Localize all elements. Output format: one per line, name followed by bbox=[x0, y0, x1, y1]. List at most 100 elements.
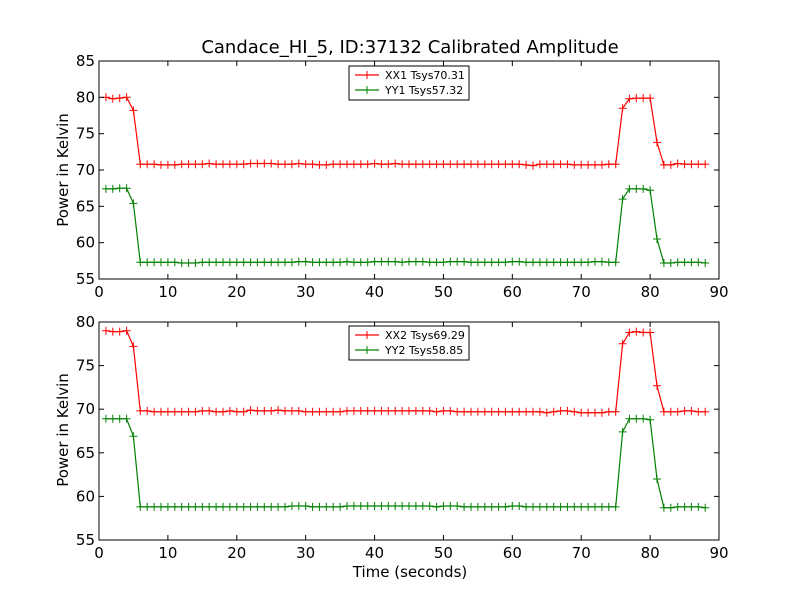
data-point-bottom-1 bbox=[108, 327, 117, 336]
data-point-bottom-1 bbox=[191, 407, 200, 416]
data-point-bottom-2 bbox=[122, 414, 131, 423]
data-point-bottom-2 bbox=[494, 502, 503, 511]
data-point-bottom-2 bbox=[370, 502, 379, 510]
data-point-bottom-1 bbox=[253, 406, 262, 415]
data-point-bottom-2 bbox=[274, 502, 283, 511]
data-point-bottom-1 bbox=[673, 407, 682, 416]
data-point-top-1 bbox=[115, 94, 124, 103]
data-point-top-1 bbox=[425, 160, 434, 169]
y-tick-label-top: 85 bbox=[76, 52, 95, 70]
data-point-bottom-2 bbox=[377, 502, 386, 510]
x-tick-label-bottom: 90 bbox=[709, 544, 728, 562]
data-point-bottom-2 bbox=[129, 432, 138, 441]
legend-marker-top-2 bbox=[363, 86, 371, 94]
x-tick-label-bottom: 40 bbox=[365, 544, 384, 562]
data-point-bottom-1 bbox=[522, 407, 531, 416]
data-point-top-2 bbox=[315, 258, 324, 267]
data-point-bottom-1 bbox=[315, 407, 324, 416]
y-tick-label-bottom: 75 bbox=[76, 357, 95, 375]
data-point-bottom-1 bbox=[115, 327, 124, 336]
data-point-top-2 bbox=[535, 258, 544, 267]
data-point-top-1 bbox=[136, 160, 145, 169]
data-point-bottom-2 bbox=[184, 502, 193, 511]
data-point-top-2 bbox=[129, 199, 138, 208]
data-point-bottom-2 bbox=[349, 502, 358, 510]
data-point-bottom-2 bbox=[432, 502, 441, 511]
data-point-top-1 bbox=[473, 160, 482, 169]
x-tick-label-bottom: 10 bbox=[158, 544, 177, 562]
x-tick-label-top: 70 bbox=[572, 283, 591, 301]
data-point-bottom-1 bbox=[639, 328, 648, 337]
legend-label-bottom-2: YY2 Tsys58.85 bbox=[384, 344, 463, 357]
data-point-top-2 bbox=[584, 258, 593, 267]
data-point-bottom-2 bbox=[439, 502, 448, 510]
data-point-bottom-1 bbox=[294, 406, 303, 415]
data-point-bottom-1 bbox=[618, 339, 627, 348]
data-point-bottom-2 bbox=[267, 502, 276, 511]
data-point-bottom-1 bbox=[219, 407, 227, 416]
x-tick-label-bottom: 70 bbox=[572, 544, 591, 562]
data-point-bottom-2 bbox=[666, 503, 675, 512]
data-point-top-2 bbox=[632, 184, 641, 193]
data-point-top-1 bbox=[501, 160, 510, 169]
data-point-bottom-2 bbox=[405, 502, 413, 510]
data-point-top-1 bbox=[611, 160, 620, 169]
data-point-bottom-1 bbox=[246, 406, 255, 415]
data-point-top-2 bbox=[446, 257, 455, 266]
data-point-bottom-1 bbox=[377, 406, 386, 415]
data-point-bottom-2 bbox=[632, 414, 641, 423]
data-point-bottom-1 bbox=[666, 407, 675, 416]
data-point-bottom-1 bbox=[653, 381, 661, 390]
data-point-bottom-2 bbox=[150, 502, 159, 511]
y-tick-label-bottom: 60 bbox=[76, 487, 95, 505]
data-point-top-1 bbox=[659, 160, 668, 169]
data-point-bottom-1 bbox=[260, 406, 269, 415]
data-point-top-2 bbox=[432, 258, 441, 267]
data-point-bottom-1 bbox=[432, 407, 441, 416]
data-point-top-2 bbox=[508, 257, 517, 266]
data-point-bottom-1 bbox=[205, 406, 214, 415]
x-tick-label-bottom: 20 bbox=[227, 544, 246, 562]
data-point-top-1 bbox=[673, 159, 682, 168]
data-point-top-1 bbox=[377, 160, 386, 169]
data-point-top-2 bbox=[349, 258, 358, 267]
data-point-bottom-2 bbox=[136, 502, 145, 511]
data-point-bottom-1 bbox=[549, 407, 558, 416]
data-point-top-1 bbox=[170, 160, 179, 169]
x-tick-label-top: 10 bbox=[158, 283, 177, 301]
data-point-top-1 bbox=[232, 160, 241, 169]
data-point-bottom-1 bbox=[157, 407, 165, 416]
data-point-top-1 bbox=[398, 160, 407, 169]
y-tick-label-top: 65 bbox=[76, 197, 95, 215]
data-point-bottom-2 bbox=[287, 502, 296, 510]
data-point-bottom-2 bbox=[460, 502, 469, 511]
data-point-top-2 bbox=[101, 184, 110, 193]
data-point-top-2 bbox=[294, 257, 303, 266]
data-point-top-2 bbox=[418, 257, 427, 266]
data-point-top-1 bbox=[253, 159, 262, 168]
data-point-top-2 bbox=[460, 257, 469, 266]
data-point-bottom-2 bbox=[411, 502, 420, 510]
data-point-top-1 bbox=[529, 161, 537, 170]
data-point-top-2 bbox=[542, 258, 551, 267]
data-point-bottom-2 bbox=[425, 502, 434, 510]
data-point-bottom-1 bbox=[274, 406, 283, 415]
data-point-top-2 bbox=[625, 184, 634, 193]
data-point-top-1 bbox=[274, 160, 283, 169]
data-point-top-2 bbox=[225, 258, 234, 267]
data-point-top-2 bbox=[687, 258, 696, 267]
chart-title: Candace_HI_5, ID:37132 Calibrated Amplit… bbox=[201, 37, 618, 58]
data-point-top-1 bbox=[157, 160, 165, 169]
data-point-bottom-1 bbox=[225, 406, 234, 415]
data-point-bottom-1 bbox=[508, 407, 517, 416]
data-point-bottom-2 bbox=[653, 475, 661, 483]
data-point-bottom-1 bbox=[336, 407, 345, 416]
x-tick-label-bottom: 0 bbox=[94, 544, 104, 562]
data-point-bottom-2 bbox=[673, 502, 682, 511]
data-point-top-2 bbox=[659, 259, 668, 267]
data-point-bottom-2 bbox=[473, 502, 482, 511]
data-point-bottom-1 bbox=[356, 406, 365, 415]
data-point-bottom-2 bbox=[253, 502, 262, 511]
data-point-bottom-2 bbox=[329, 502, 338, 511]
data-point-top-2 bbox=[611, 258, 620, 267]
